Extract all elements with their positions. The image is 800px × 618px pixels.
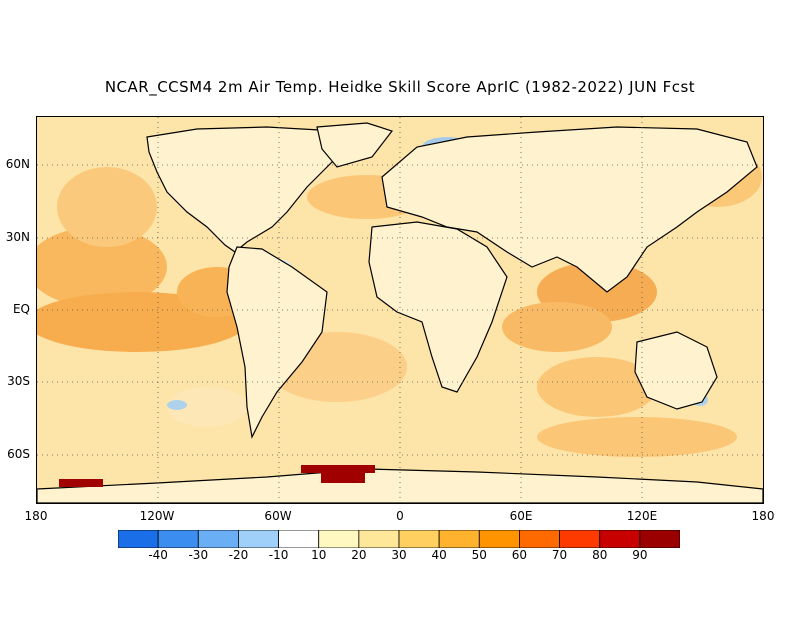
lat-label-30n: 30N [5, 230, 30, 244]
colorbar-label: 70 [551, 548, 568, 562]
skill-map [36, 116, 764, 504]
colorbar-swatch [519, 530, 560, 548]
lon-label-180-west: 180 [24, 509, 48, 523]
australia [634, 331, 718, 410]
colorbar-label: 30 [391, 548, 407, 562]
south-america [226, 246, 328, 439]
colorbar-swatch [197, 530, 239, 548]
colorbar-label: -40 [148, 548, 168, 562]
lon-label-120w: 120W [139, 509, 175, 523]
colorbar-swatch [157, 530, 199, 548]
colorbar-swatch [438, 530, 480, 548]
colorbar-label: 80 [592, 548, 608, 562]
africa [368, 221, 508, 393]
colorbar-label: 60 [511, 548, 528, 562]
lat-label-eq: EQ [12, 302, 30, 316]
colorbar-label: -20 [228, 548, 249, 562]
colorbar-swatch [599, 530, 641, 548]
colorbar-swatch [478, 530, 520, 548]
lat-label-30s: 30S [7, 374, 30, 388]
colorbar-swatch [398, 530, 440, 548]
graticule [37, 117, 763, 503]
colorbar-swatch [358, 530, 400, 548]
skill-map-canvas [37, 117, 763, 503]
colorbar-swatch [639, 530, 680, 548]
colorbar-label: 90 [632, 548, 648, 562]
colorbar-label: -30 [188, 548, 209, 562]
lon-label-180-east: 180 [751, 509, 775, 523]
colorbar-label: 10 [311, 548, 327, 562]
antarctica [37, 468, 763, 503]
colorbar-swatch [559, 530, 601, 548]
colorbar-label: 40 [431, 548, 447, 562]
colorbar-swatch [318, 530, 360, 548]
lon-label-60w: 60W [264, 509, 292, 523]
map-title: NCAR_CCSM4 2m Air Temp. Heidke Skill Sco… [104, 78, 696, 96]
colorbar-swatch [238, 530, 279, 548]
colorbar-label: 50 [471, 548, 487, 562]
colorbar-swatch [278, 530, 320, 548]
colorbar-swatch [118, 530, 159, 548]
colorbar [118, 530, 680, 548]
lon-label-120e: 120E [626, 509, 658, 523]
lat-label-60n: 60N [5, 157, 30, 171]
lat-label-60s: 60S [7, 447, 30, 461]
colorbar-label: 20 [351, 548, 367, 562]
antarctic-high-skill [59, 465, 375, 487]
europe-asia [381, 126, 758, 293]
lon-label-60e: 60E [509, 509, 533, 523]
greenland [316, 122, 393, 168]
lon-label-0: 0 [396, 509, 404, 523]
colorbar-label: -10 [268, 548, 289, 562]
continents [37, 122, 763, 503]
